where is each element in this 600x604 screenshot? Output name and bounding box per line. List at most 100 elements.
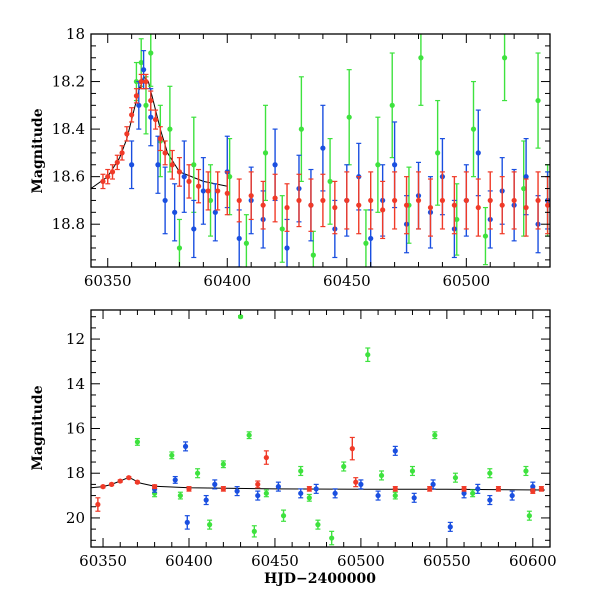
- bottom-blue-point: [234, 488, 240, 494]
- top-red-point: [535, 197, 541, 204]
- bottom-blue-point: [212, 481, 218, 487]
- bottom-blue-point: [182, 443, 189, 449]
- bottom-green-point: [470, 490, 476, 496]
- bottom-green-point: [378, 472, 385, 479]
- bottom-red-point: [100, 484, 106, 490]
- bottom-green-point: [306, 495, 312, 501]
- bottom-blue-point: [447, 524, 453, 530]
- top-y-tick-label: 18.6: [52, 168, 85, 186]
- top-blue-point: [162, 197, 168, 204]
- bottom-blue-point: [530, 484, 536, 490]
- top-green-point: [138, 59, 144, 66]
- top-blue-point: [212, 209, 218, 215]
- top-red-point: [427, 204, 434, 211]
- top-green-point: [470, 126, 477, 132]
- bottom-green-point: [280, 513, 287, 519]
- bottom-blue-point: [255, 492, 261, 499]
- top-blue-point: [368, 235, 374, 242]
- bottom-green-point: [134, 439, 141, 445]
- bottom-red-point: [349, 446, 355, 452]
- top-blue-point: [475, 150, 481, 156]
- top-red-point: [392, 197, 398, 204]
- top-green-point: [535, 97, 541, 104]
- bottom-x-tick-label: 60550: [423, 552, 471, 570]
- top-red-point: [109, 169, 116, 175]
- bottom-blue-point: [172, 477, 178, 483]
- top-panel-ylabel: Magnitude: [30, 108, 46, 193]
- top-blue-point: [191, 226, 197, 232]
- top-red-point: [157, 136, 163, 142]
- top-red-point: [499, 202, 505, 208]
- top-red-point: [260, 202, 266, 208]
- bottom-blue-point: [298, 490, 304, 496]
- bottom-panel-ylabel: Magnitude: [30, 385, 46, 470]
- top-red-point: [236, 197, 242, 204]
- top-y-tick-label: 18.4: [52, 120, 85, 138]
- top-red-point: [439, 197, 446, 204]
- top-y-tick-label: 18: [66, 25, 85, 43]
- top-red-point: [380, 207, 386, 213]
- top-red-point: [451, 202, 457, 208]
- top-red-point: [138, 78, 144, 85]
- top-red-point: [545, 202, 550, 208]
- top-red-point: [296, 197, 302, 204]
- top-green-point: [167, 126, 173, 132]
- bottom-blue-point: [184, 519, 190, 526]
- top-red-point: [368, 197, 374, 204]
- bottom-green-point: [487, 470, 493, 476]
- top-blue-point: [236, 235, 242, 242]
- top-red-point: [344, 197, 350, 204]
- top-green-point: [176, 245, 183, 251]
- bottom-y-tick-label: 18: [66, 464, 85, 482]
- top-red-point: [308, 202, 314, 208]
- top-red-point: [320, 197, 326, 204]
- bottom-green-point: [315, 522, 321, 528]
- top-red-point: [284, 204, 290, 211]
- top-green-point: [227, 174, 233, 180]
- top-green-point: [310, 252, 316, 258]
- bottom-green-point: [298, 468, 304, 474]
- bottom-panel-xlabel: HJD−2400000: [264, 571, 376, 587]
- top-red-point: [356, 202, 362, 208]
- top-red-point: [487, 197, 493, 204]
- top-green-point: [148, 50, 154, 56]
- top-red-point: [248, 193, 254, 199]
- bottom-panel-marks: [91, 314, 545, 546]
- bottom-blue-point: [332, 490, 338, 496]
- bottom-blue-point: [313, 486, 319, 492]
- top-x-tick-label: 60400: [203, 272, 251, 290]
- top-panel: 60350 60400 60450 60500 18 18.2 18.4 18.6 18.8 M…: [30, 25, 551, 290]
- bottom-blue-point: [487, 497, 493, 503]
- top-red-point: [105, 174, 111, 180]
- top-blue-point: [284, 245, 290, 251]
- top-blue-point: [136, 102, 142, 108]
- top-green-point: [243, 240, 249, 246]
- top-green-point: [346, 114, 352, 120]
- top-red-point: [186, 178, 192, 185]
- bottom-blue-point: [358, 481, 364, 487]
- bottom-blue-point: [375, 492, 381, 499]
- top-green-point: [501, 55, 508, 61]
- bottom-green-point: [329, 535, 335, 541]
- bottom-blue-point: [475, 486, 481, 492]
- bottom-blue-point: [461, 490, 467, 496]
- top-blue-point: [320, 145, 326, 151]
- bottom-x-tick-label: 60400: [165, 552, 213, 570]
- top-red-point: [148, 97, 154, 104]
- bottom-green-point: [432, 432, 438, 438]
- bottom-y-tick-label: 16: [66, 420, 85, 438]
- bottom-red-point: [392, 486, 398, 492]
- bottom-green-point: [246, 432, 252, 438]
- bottom-panel-ticks: 60350 60400 60450 60500 60550 60600 12 14 16 18 20: [66, 310, 557, 570]
- top-panel-ticks: 60350 60400 60450 60500 18 18.2 18.4 18.6 18.8: [52, 25, 550, 290]
- bottom-green-point: [207, 522, 213, 528]
- bottom-green-point: [194, 470, 201, 476]
- top-blue-point: [272, 162, 278, 168]
- top-blue-point: [523, 174, 529, 180]
- bottom-green-point: [251, 528, 257, 534]
- bottom-red-point: [306, 486, 312, 492]
- top-green-point: [207, 197, 214, 204]
- top-y-tick-label: 18.8: [52, 215, 85, 233]
- bottom-red-point: [95, 501, 101, 508]
- top-red-point: [475, 204, 481, 211]
